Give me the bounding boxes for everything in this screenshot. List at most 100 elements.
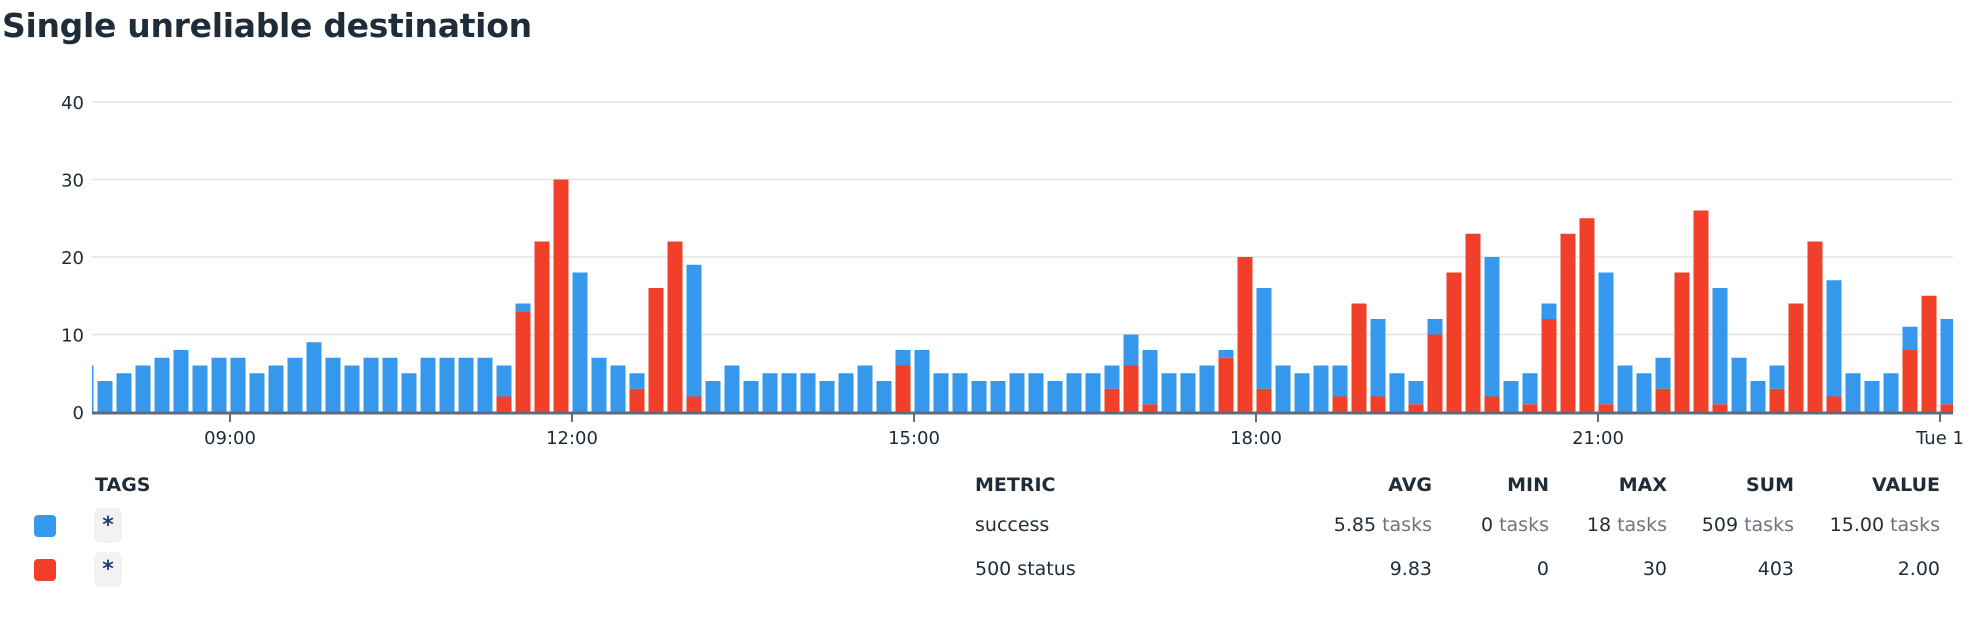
tag-chip[interactable]: *: [94, 552, 122, 587]
value-header[interactable]: VALUE: [1872, 474, 1940, 496]
sum-header[interactable]: SUM: [1745, 474, 1794, 496]
bar-500-status[interactable]: [1351, 303, 1367, 413]
bar-500-status[interactable]: [1446, 272, 1462, 413]
bar-500-status[interactable]: [648, 288, 664, 412]
bar-success[interactable]: [1769, 365, 1785, 389]
bar-success[interactable]: [268, 365, 284, 413]
bar-500-status[interactable]: [1598, 404, 1614, 412]
bar-500-status[interactable]: [1541, 319, 1557, 412]
bar-success[interactable]: [1845, 373, 1861, 412]
bar-500-status[interactable]: [553, 179, 569, 413]
bar-500-status[interactable]: [1427, 334, 1443, 413]
bar-success[interactable]: [135, 365, 151, 413]
bar-success[interactable]: [306, 342, 322, 412]
bar-500-status[interactable]: [1142, 404, 1158, 412]
bar-500-status[interactable]: [1123, 365, 1139, 413]
bar-success[interactable]: [952, 373, 968, 412]
bar-success[interactable]: [1503, 381, 1519, 412]
bar-success[interactable]: [1883, 373, 1899, 412]
bar-success[interactable]: [1161, 373, 1177, 412]
bar-500-status[interactable]: [1104, 388, 1120, 412]
bar-500-status[interactable]: [667, 241, 683, 413]
bar-success[interactable]: [629, 373, 645, 389]
bar-500-status[interactable]: [686, 396, 702, 413]
bar-success[interactable]: [800, 373, 816, 412]
bar-500-status[interactable]: [1693, 210, 1709, 413]
bar-500-status[interactable]: [1826, 396, 1842, 413]
bar-success[interactable]: [743, 381, 759, 412]
bar-500-status[interactable]: [1332, 396, 1348, 413]
bar-success[interactable]: [1902, 326, 1918, 350]
max-header[interactable]: MAX: [1618, 474, 1667, 496]
bar-500-status[interactable]: [1921, 295, 1937, 412]
bar-500-status[interactable]: [1465, 233, 1481, 412]
bar-500-status[interactable]: [515, 311, 531, 412]
bar-success[interactable]: [1655, 357, 1671, 389]
min-header[interactable]: MIN: [1507, 474, 1549, 496]
bar-success[interactable]: [496, 365, 512, 397]
bar-success[interactable]: [1750, 381, 1766, 412]
bar-success[interactable]: [192, 365, 208, 413]
bar-success[interactable]: [382, 357, 398, 412]
bar-500-status[interactable]: [534, 241, 550, 413]
bar-500-status[interactable]: [1769, 388, 1785, 412]
bar-success[interactable]: [857, 365, 873, 413]
bar-success[interactable]: [1066, 373, 1082, 412]
bar-500-status[interactable]: [1579, 218, 1595, 412]
bar-success[interactable]: [724, 365, 740, 413]
bar-success[interactable]: [1484, 257, 1500, 397]
bar-success[interactable]: [1731, 357, 1747, 412]
bar-success[interactable]: [1142, 350, 1158, 405]
bar-success[interactable]: [1636, 373, 1652, 412]
bar-500-status[interactable]: [1788, 303, 1804, 413]
bar-success[interactable]: [1123, 334, 1139, 366]
bar-success[interactable]: [1313, 365, 1329, 413]
avg-header[interactable]: AVG: [1388, 474, 1432, 496]
bar-success[interactable]: [1522, 373, 1538, 405]
bar-success[interactable]: [1332, 365, 1348, 397]
bar-500-status[interactable]: [1522, 404, 1538, 412]
bar-500-status[interactable]: [1712, 404, 1728, 412]
bar-success[interactable]: [876, 381, 892, 412]
bar-success[interactable]: [1370, 319, 1386, 397]
bar-success[interactable]: [971, 381, 987, 412]
bar-success[interactable]: [1199, 365, 1215, 413]
bar-success[interactable]: [211, 357, 227, 412]
bar-success[interactable]: [458, 357, 474, 412]
bar-success[interactable]: [1256, 288, 1272, 389]
bar-success[interactable]: [1389, 373, 1405, 412]
bar-500-status[interactable]: [895, 365, 911, 413]
bar-success[interactable]: [1275, 365, 1291, 413]
bar-success[interactable]: [1408, 381, 1424, 405]
bar-500-status[interactable]: [1256, 388, 1272, 412]
bar-500-status[interactable]: [496, 396, 512, 413]
bar-success[interactable]: [1085, 373, 1101, 412]
bar-success[interactable]: [287, 357, 303, 412]
bar-success[interactable]: [572, 272, 588, 413]
bar-success[interactable]: [1864, 381, 1880, 412]
bar-success[interactable]: [173, 350, 189, 412]
bar-success[interactable]: [895, 350, 911, 366]
bar-success[interactable]: [1598, 272, 1614, 405]
bar-success[interactable]: [344, 365, 360, 413]
bar-success[interactable]: [1826, 280, 1842, 397]
bar-500-status[interactable]: [1940, 404, 1956, 412]
bar-success[interactable]: [154, 357, 170, 412]
bar-success[interactable]: [610, 365, 626, 413]
bar-success[interactable]: [1104, 365, 1120, 389]
bar-success[interactable]: [705, 381, 721, 412]
bar-success[interactable]: [1940, 319, 1956, 405]
bar-success[interactable]: [439, 357, 455, 412]
bar-success[interactable]: [401, 373, 417, 412]
bar-success[interactable]: [819, 381, 835, 412]
bar-500-status[interactable]: [1370, 396, 1386, 413]
bar-success[interactable]: [1028, 373, 1044, 412]
bar-500-status[interactable]: [1655, 388, 1671, 412]
bar-500-status[interactable]: [1807, 241, 1823, 413]
bar-success[interactable]: [781, 373, 797, 412]
bar-500-status[interactable]: [1408, 404, 1424, 412]
bar-success[interactable]: [1617, 365, 1633, 413]
bar-success[interactable]: [1218, 350, 1234, 358]
bar-500-status[interactable]: [1674, 272, 1690, 413]
bar-success[interactable]: [914, 350, 930, 412]
